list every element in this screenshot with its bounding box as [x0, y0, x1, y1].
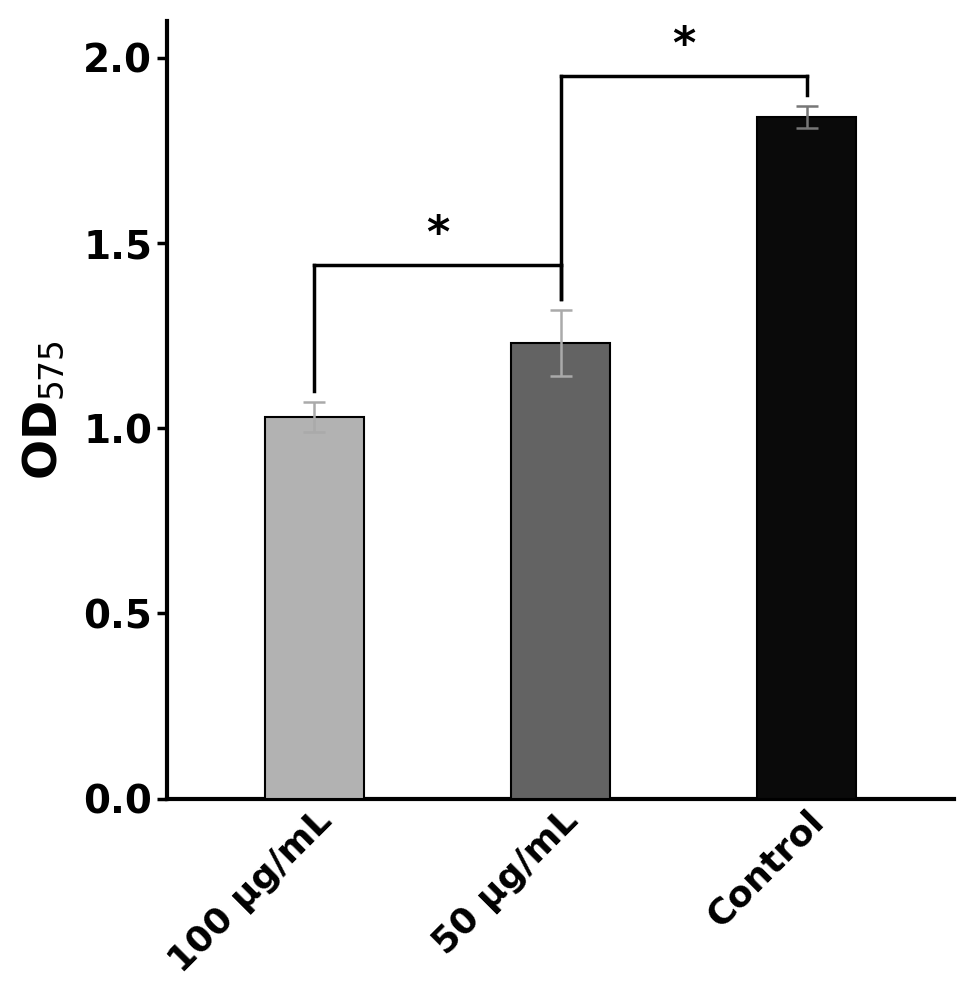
Bar	[758, 117, 856, 799]
Text: *: *	[426, 213, 449, 256]
Bar	[511, 343, 609, 799]
Text: *: *	[672, 24, 695, 67]
Bar	[265, 417, 364, 799]
Y-axis label: OD$_{575}$: OD$_{575}$	[20, 340, 66, 480]
